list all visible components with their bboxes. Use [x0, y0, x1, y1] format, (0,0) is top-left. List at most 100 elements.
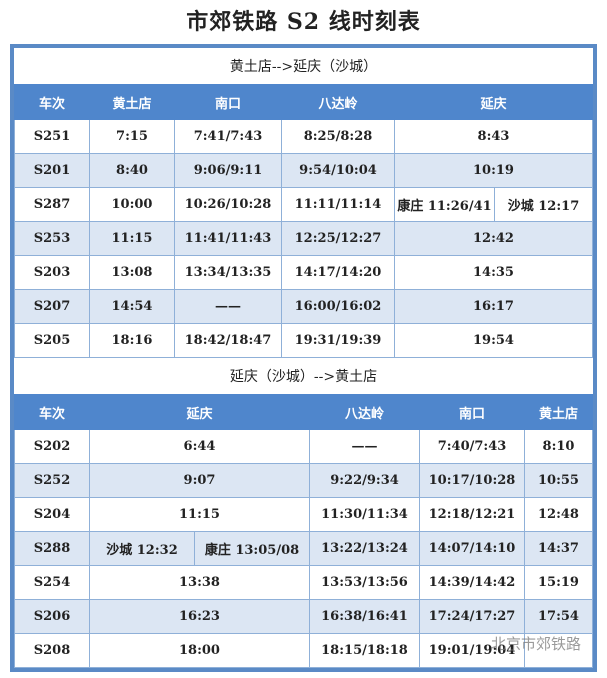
column-header: 车次	[14, 84, 90, 120]
cell: 13:38	[89, 565, 310, 600]
cell: 8:40	[89, 153, 175, 188]
cell: 沙城 12:32	[89, 531, 195, 566]
table-row: S288 沙城 12:32 康庄 13:05/08 13:22/13:24 14:07/…	[14, 531, 593, 566]
table-row: S201 8:40 9:06/9:11 9:54/10:04 10:19	[14, 153, 593, 188]
cell: 7:15	[89, 119, 175, 154]
table-row: S205 18:16 18:42/18:47 19:31/19:39 19:54	[14, 323, 593, 358]
cell: 10:17/10:28	[419, 463, 525, 498]
cell: 12:42	[394, 221, 593, 256]
cell: ——	[174, 289, 282, 324]
table-row: S252 9:07 9:22/9:34 10:17/10:28 10:55	[14, 463, 593, 498]
direction-title: 黄土店-->延庆（沙城）	[14, 48, 593, 85]
cell: 11:41/11:43	[174, 221, 282, 256]
cell: 14:07/14:10	[419, 531, 525, 566]
header-row: 车次 黄土店 南口 八达岭 延庆	[14, 84, 593, 120]
table-row: S203 13:08 13:34/13:35 14:17/14:20 14:35	[14, 255, 593, 290]
timetable-table-up: 延庆（沙城）-->黄土店 车次 延庆 八达岭 南口 黄土店 S202 6:44 —— 7:40/7…	[14, 358, 593, 668]
cell: 9:07	[89, 463, 310, 498]
cell: 19:01/19:04	[419, 633, 525, 668]
cell: 10:26/10:28	[174, 187, 282, 222]
table-row: S253 11:15 11:41/11:43 12:25/12:27 12:42	[14, 221, 593, 256]
cell: S287	[14, 187, 90, 222]
cell: 13:08	[89, 255, 175, 290]
cell: 康庄 11:26/41	[394, 187, 495, 222]
column-header: 黄土店	[89, 84, 175, 120]
cell: 11:11/11:14	[281, 187, 395, 222]
cell: ——	[309, 429, 420, 464]
cell: S205	[14, 323, 90, 358]
column-header: 延庆	[394, 84, 593, 120]
cell: 10:19	[394, 153, 593, 188]
column-header: 八达岭	[281, 84, 395, 120]
cell: 15:19	[524, 565, 593, 600]
cell	[524, 633, 593, 668]
table-row: S254 13:38 13:53/13:56 14:39/14:42 15:19	[14, 565, 593, 600]
cell: 18:00	[89, 633, 310, 668]
column-header: 八达岭	[309, 394, 420, 430]
cell: 9:22/9:34	[309, 463, 420, 498]
cell: 16:38/16:41	[309, 599, 420, 634]
cell: 13:53/13:56	[309, 565, 420, 600]
cell: S204	[14, 497, 90, 532]
cell: 7:41/7:43	[174, 119, 282, 154]
timetable: 黄土店-->延庆（沙城） 车次 黄土店 南口 八达岭 延庆 S251 7:15 7:41/7:4…	[10, 44, 597, 672]
cell: 10:55	[524, 463, 593, 498]
cell: S206	[14, 599, 90, 634]
cell: 8:43	[394, 119, 593, 154]
column-header: 车次	[14, 394, 90, 430]
cell: S203	[14, 255, 90, 290]
column-header: 南口	[174, 84, 282, 120]
cell: S253	[14, 221, 90, 256]
timetable-table: 黄土店-->延庆（沙城） 车次 黄土店 南口 八达岭 延庆 S251 7:15 7:41/7:4…	[14, 48, 593, 358]
cell: 11:15	[89, 497, 310, 532]
header-row: 车次 延庆 八达岭 南口 黄土店	[14, 394, 593, 430]
cell: 9:54/10:04	[281, 153, 395, 188]
cell: 12:25/12:27	[281, 221, 395, 256]
cell: S288	[14, 531, 90, 566]
cell: 11:15	[89, 221, 175, 256]
table-row: S287 10:00 10:26/10:28 11:11/11:14 康庄 11:26/…	[14, 187, 593, 222]
table-row: S204 11:15 11:30/11:34 12:18/12:21 12:48	[14, 497, 593, 532]
cell: 17:24/17:27	[419, 599, 525, 634]
cell: 14:54	[89, 289, 175, 324]
table-row: S207 14:54 —— 16:00/16:02 16:17	[14, 289, 593, 324]
cell: 16:17	[394, 289, 593, 324]
page-title: 市郊铁路 S2 线时刻表	[186, 9, 421, 35]
cell: 19:54	[394, 323, 593, 358]
cell: 18:15/18:18	[309, 633, 420, 668]
table-row: S208 18:00 18:15/18:18 19:01/19:04	[14, 633, 593, 668]
table-row: S206 16:23 16:38/16:41 17:24/17:27 17:54	[14, 599, 593, 634]
cell: 14:17/14:20	[281, 255, 395, 290]
cell: 13:22/13:24	[309, 531, 420, 566]
cell: 8:10	[524, 429, 593, 464]
cell: 8:25/8:28	[281, 119, 395, 154]
cell: 14:39/14:42	[419, 565, 525, 600]
table-row: S202 6:44 —— 7:40/7:43 8:10	[14, 429, 593, 464]
cell: 7:40/7:43	[419, 429, 525, 464]
direction-title: 延庆（沙城）-->黄土店	[14, 358, 593, 395]
cell: S251	[14, 119, 90, 154]
cell: 16:23	[89, 599, 310, 634]
cell: 11:30/11:34	[309, 497, 420, 532]
cell: 康庄 13:05/08	[194, 531, 310, 566]
cell: 12:48	[524, 497, 593, 532]
cell: 14:35	[394, 255, 593, 290]
cell: S254	[14, 565, 90, 600]
column-header: 延庆	[89, 394, 310, 430]
cell: 18:42/18:47	[174, 323, 282, 358]
watermark: 北京市郊铁路	[490, 635, 581, 653]
column-header: 南口	[419, 394, 525, 430]
cell: 19:31/19:39	[281, 323, 395, 358]
cell: S202	[14, 429, 90, 464]
cell: 13:34/13:35	[174, 255, 282, 290]
cell: 16:00/16:02	[281, 289, 395, 324]
cell: S207	[14, 289, 90, 324]
cell: S208	[14, 633, 90, 668]
cell: 6:44	[89, 429, 310, 464]
table-row: S251 7:15 7:41/7:43 8:25/8:28 8:43	[14, 119, 593, 154]
cell: 9:06/9:11	[174, 153, 282, 188]
cell: 18:16	[89, 323, 175, 358]
cell: S252	[14, 463, 90, 498]
cell: 14:37	[524, 531, 593, 566]
cell: S201	[14, 153, 90, 188]
